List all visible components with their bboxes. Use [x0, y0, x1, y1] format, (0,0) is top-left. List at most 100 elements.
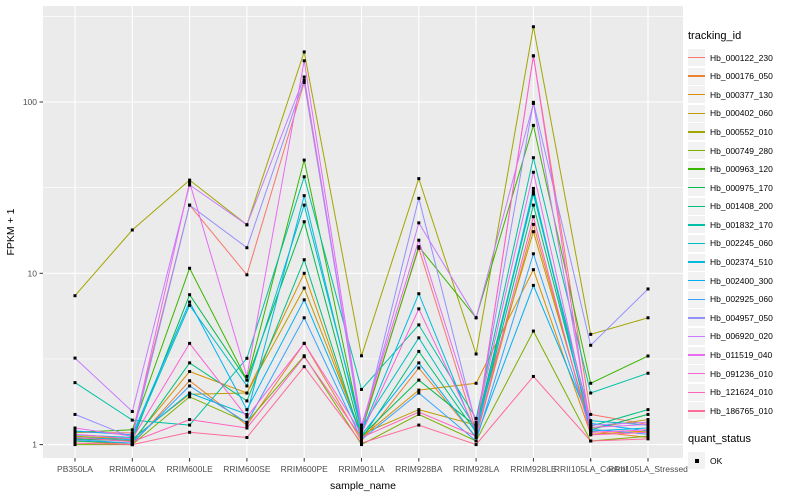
legend-color-line-icon [688, 410, 705, 412]
data-point [302, 298, 306, 302]
legend-key-swatch [688, 402, 705, 420]
data-point [589, 433, 593, 437]
data-point [245, 384, 249, 388]
data-point [646, 423, 650, 427]
data-point [302, 175, 306, 179]
legend-item-label: Hb_000402_060 [710, 108, 773, 119]
data-point [531, 215, 535, 219]
quant-legend-items: OK [688, 452, 798, 470]
x-tick-label: RRIM600SE [223, 464, 271, 474]
legend-item: Hb_001408_200 [688, 197, 798, 215]
data-point [531, 156, 535, 160]
data-point [531, 25, 535, 29]
data-point [589, 421, 593, 425]
data-point [360, 432, 363, 436]
legend-item: Hb_002374_510 [688, 253, 798, 271]
data-point [417, 246, 421, 250]
data-point [417, 221, 421, 225]
data-point [360, 354, 363, 358]
x-tick-label: RRII105LA_Stressed [608, 464, 688, 474]
legend-item: Hb_091236_010 [688, 365, 798, 383]
legend-item: Hb_186765_010 [688, 402, 798, 420]
data-point [646, 426, 650, 430]
data-point [589, 391, 593, 395]
legend-key-swatch [688, 160, 705, 178]
data-point [302, 220, 306, 224]
legend-item: Hb_121624_010 [688, 383, 798, 401]
data-point [188, 266, 192, 270]
y-tick-label: 100 [23, 97, 37, 107]
data-point [417, 410, 421, 414]
data-point [188, 178, 192, 182]
legend-item: Hb_011519_040 [688, 346, 798, 364]
tracking-legend-title: tracking_id [688, 30, 742, 42]
data-point [302, 59, 306, 63]
y-axis-title: FPKM + 1 [5, 208, 17, 255]
legend-color-line-icon [688, 75, 705, 77]
data-point [302, 158, 306, 162]
data-point [531, 170, 535, 174]
legend-item-label: Hb_006920_020 [710, 331, 773, 342]
data-point [531, 54, 535, 58]
data-point [589, 332, 593, 336]
legend-key-swatch [688, 365, 705, 383]
data-point [646, 354, 650, 358]
x-tick-label: RRIM600LE [166, 464, 213, 474]
data-point [531, 283, 535, 287]
data-point [130, 410, 134, 414]
quant-legend: quant_status OK [688, 433, 798, 470]
data-point [646, 430, 650, 434]
data-point [474, 434, 478, 438]
data-point [188, 423, 192, 427]
data-point [360, 438, 363, 442]
legend-key-swatch [688, 346, 705, 364]
data-point [474, 432, 478, 436]
data-point [531, 252, 535, 256]
legend-item-label: Hb_001408_200 [710, 201, 773, 212]
legend-color-line-icon [688, 261, 705, 263]
x-tick-label: RRIM928LA [453, 464, 500, 474]
data-point [474, 439, 478, 443]
data-point [360, 441, 363, 445]
data-point [188, 391, 192, 395]
legend-item: Hb_004957_050 [688, 309, 798, 327]
data-point [73, 441, 77, 445]
data-point [646, 428, 650, 432]
legend-key-swatch [688, 104, 705, 122]
data-point [417, 388, 421, 392]
data-point [417, 408, 421, 412]
legend-item-label: Hb_002374_510 [710, 257, 773, 268]
data-point [302, 355, 306, 359]
data-point [646, 437, 650, 441]
legend-key-swatch [688, 327, 705, 345]
data-point [73, 412, 77, 416]
data-point [646, 432, 650, 436]
data-point [531, 374, 535, 378]
data-point [531, 123, 535, 127]
data-point [302, 80, 306, 84]
x-tick-label: RRII105LA_Control [554, 464, 628, 474]
legend-color-line-icon [688, 56, 705, 59]
line-chart-svg: 1 10 100 PB350LA RRIM600LA RRIM600LE RRIM600SE… [5, 6, 688, 492]
data-point [130, 434, 134, 438]
legend-item-label: Hb_002925_060 [710, 294, 773, 305]
legend-item-label: Hb_002400_300 [710, 275, 773, 286]
data-point [589, 439, 593, 443]
data-point [188, 183, 192, 187]
legend-item-label: Hb_000122_230 [710, 52, 773, 63]
data-point [302, 258, 306, 262]
data-point [474, 427, 478, 431]
x-tick-label: RRIM600LA [109, 464, 156, 474]
legend-item: Hb_006920_020 [688, 327, 798, 345]
tracking-legend-items: Hb_000122_230 Hb_000176_050 Hb_000377_130 H… [688, 49, 798, 420]
data-point [360, 387, 363, 391]
data-point [73, 356, 77, 360]
data-point [245, 399, 249, 403]
legend-color-line-icon [688, 131, 705, 133]
x-tick-label: RRIM928BA [395, 464, 443, 474]
data-point [474, 316, 478, 320]
data-point [130, 431, 134, 435]
quant-point-icon [694, 458, 699, 463]
legend-color-line-icon [688, 112, 705, 115]
data-point [417, 349, 421, 353]
